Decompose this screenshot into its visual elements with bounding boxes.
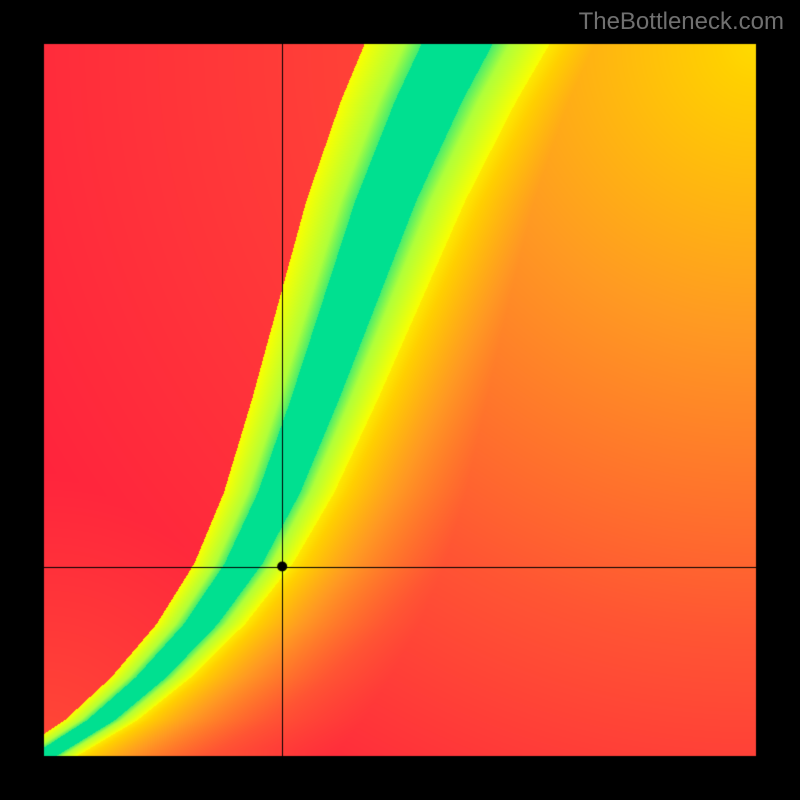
- heatmap-canvas: [0, 0, 800, 800]
- watermark-text: TheBottleneck.com: [579, 8, 784, 36]
- chart-container: { "watermark": "TheBottleneck.com", "can…: [0, 0, 800, 800]
